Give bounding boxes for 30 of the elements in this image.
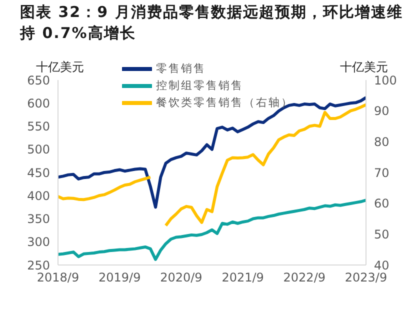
y2-tick-label: 40 bbox=[374, 258, 390, 272]
y-axis-title: 十亿美元 bbox=[36, 59, 84, 76]
y2-tick-label: 90 bbox=[374, 104, 390, 118]
y-tick-label: 350 bbox=[27, 212, 50, 226]
x-tick-label: 2019/9 bbox=[98, 270, 141, 285]
x-tick-label: 2020/9 bbox=[160, 270, 202, 285]
x-tick-label: 2018/9 bbox=[36, 270, 80, 285]
y-tick-label: 400 bbox=[27, 188, 50, 203]
y2-tick-label: 80 bbox=[374, 134, 390, 149]
y-tick-label: 300 bbox=[27, 235, 50, 250]
y-tick-label: 500 bbox=[27, 142, 50, 157]
y2-tick-label: 60 bbox=[374, 196, 390, 211]
legend-label: 餐饮类零售销售（右轴） bbox=[156, 95, 294, 110]
y-tick-label: 650 bbox=[27, 73, 50, 88]
y2-tick-label: 100 bbox=[374, 73, 397, 88]
x-tick-label: 2021/9 bbox=[222, 270, 264, 285]
legend-label: 零售销售 bbox=[156, 61, 206, 76]
x-tick-label: 2022/9 bbox=[283, 270, 326, 285]
x-tick-label: 2023/9 bbox=[344, 270, 388, 285]
y2-tick-label: 50 bbox=[374, 227, 390, 242]
y-tick-label: 450 bbox=[27, 166, 50, 180]
y-tick-label: 600 bbox=[27, 96, 50, 110]
y2-axis-title: 十亿美元 bbox=[340, 59, 388, 76]
line-series bbox=[58, 198, 366, 261]
y2-tick-label: 70 bbox=[374, 166, 390, 180]
y-tick-label: 550 bbox=[27, 120, 50, 134]
legend-label: 控制组零售销售 bbox=[156, 78, 244, 93]
line-series bbox=[58, 96, 366, 209]
y-tick-label: 250 bbox=[27, 258, 50, 272]
chart-title: 图表 32：9 月消费品零售数据远超预期，环比增速维持 0.7%高增长 bbox=[20, 2, 404, 44]
